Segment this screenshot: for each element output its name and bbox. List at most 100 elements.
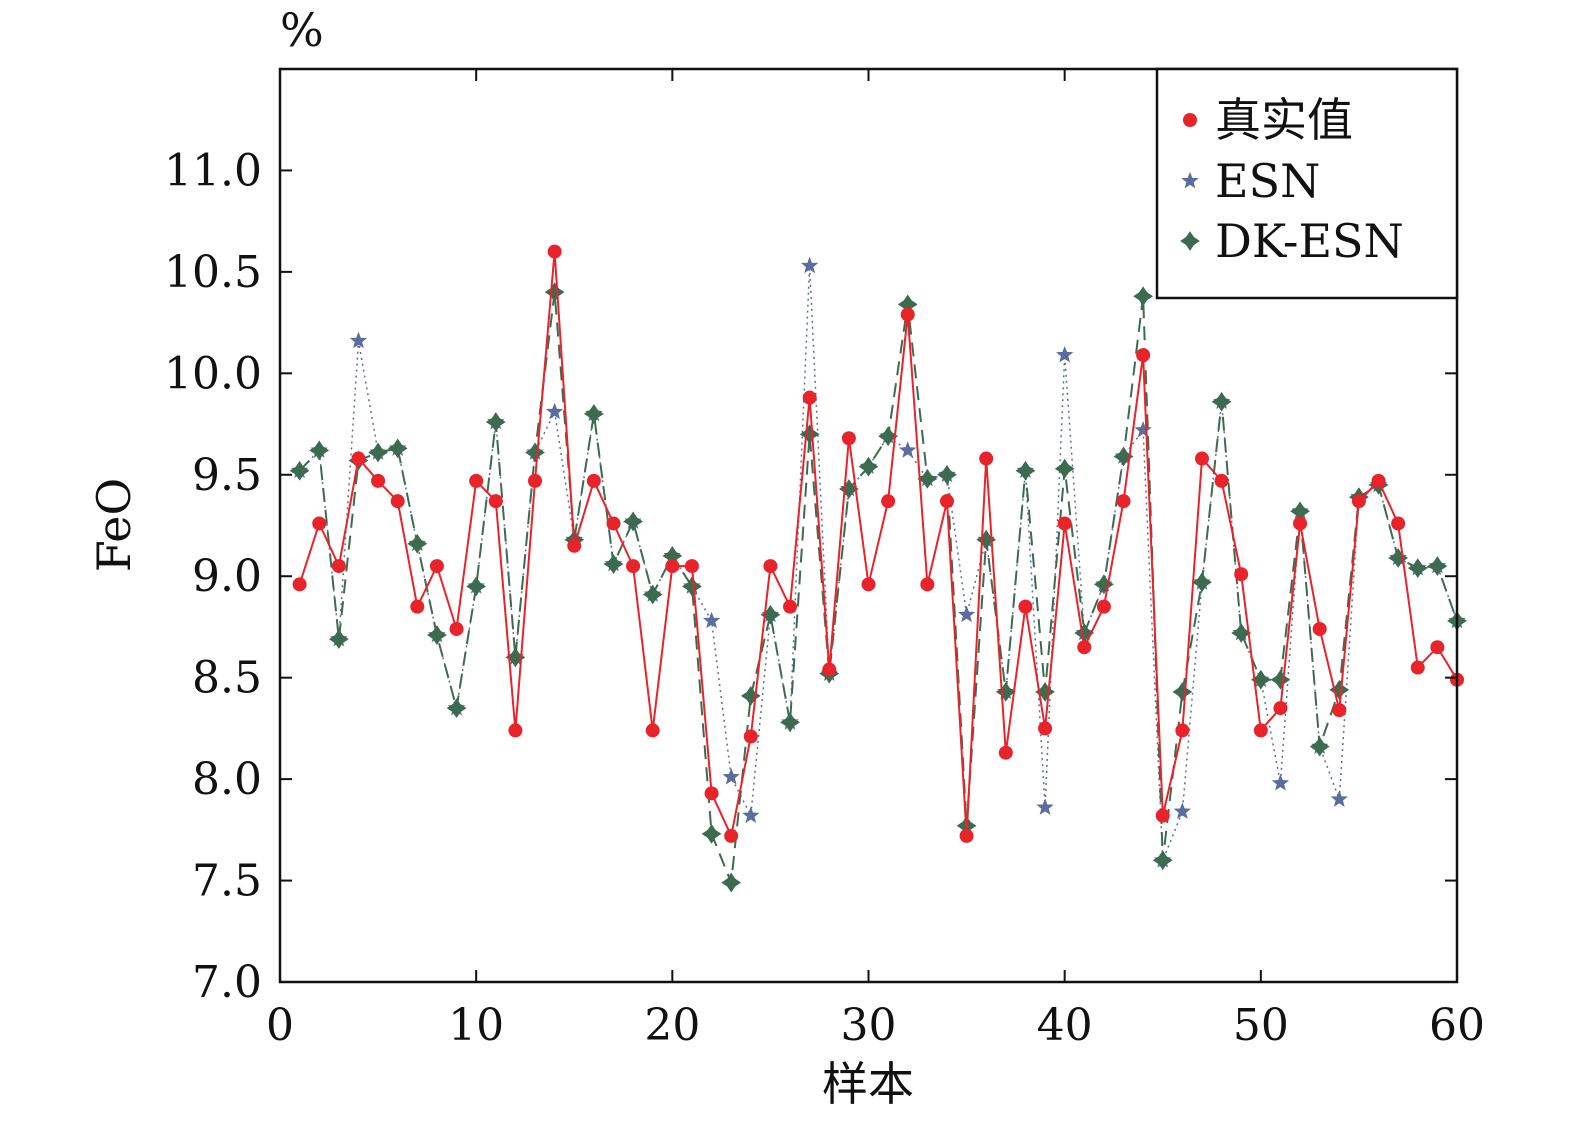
diamond-mark (1270, 673, 1291, 687)
diamond-mark (701, 827, 722, 841)
diamond-mark (858, 460, 879, 474)
diamond-mark (328, 632, 349, 646)
data-point (544, 282, 565, 303)
data-point (1214, 473, 1229, 488)
data-point (488, 494, 503, 509)
data-point (1136, 348, 1151, 363)
data-point (603, 554, 624, 574)
y-tick-label: 7.5 (192, 856, 262, 907)
diamond-mark (1180, 234, 1200, 248)
data-point (547, 244, 562, 259)
data-point (371, 473, 386, 488)
data-point (917, 468, 938, 489)
y-tick-label: 9.5 (192, 450, 262, 501)
data-point (721, 872, 742, 893)
data-point (957, 605, 976, 623)
data-point (1015, 460, 1036, 481)
data-point (1293, 516, 1308, 531)
y-tick-label: 7.0 (192, 957, 262, 1008)
diamond-mark (1309, 740, 1330, 754)
data-point (309, 440, 330, 461)
diamond-mark (1054, 462, 1075, 476)
diamond-mark (1192, 575, 1212, 589)
data-point (1113, 446, 1134, 467)
y-tick-label: 11.0 (164, 145, 262, 196)
data-point (508, 723, 523, 738)
legend-label: DK-ESN (1215, 214, 1404, 268)
data-point (1211, 391, 1232, 412)
data-point (328, 629, 349, 650)
data-point (822, 662, 837, 677)
data-point (1430, 640, 1445, 655)
data-point (802, 390, 817, 405)
data-point (1133, 286, 1154, 307)
diamond-mark (1231, 626, 1252, 640)
data-point (1155, 808, 1170, 823)
x-tick-label: 40 (1037, 1000, 1093, 1051)
data-point (920, 577, 935, 592)
diamond-mark (740, 689, 761, 703)
diamond-mark (525, 445, 545, 460)
data-point (583, 404, 604, 424)
data-point (1271, 774, 1290, 791)
data-point (1054, 458, 1075, 479)
data-point (349, 331, 368, 349)
data-point (724, 828, 739, 843)
data-point (998, 745, 1013, 760)
data-point (937, 464, 957, 485)
data-point (545, 402, 564, 420)
data-point (780, 712, 800, 733)
data-point (899, 441, 917, 458)
y-tick-label: 8.0 (192, 754, 262, 805)
data-point (466, 576, 487, 597)
diamond-mark (466, 579, 487, 593)
data-point (1309, 736, 1330, 757)
data-point (763, 559, 778, 574)
data-point (665, 559, 680, 574)
data-point (289, 460, 310, 481)
x-tick-label: 10 (448, 1000, 504, 1051)
diamond-mark (1172, 685, 1193, 699)
data-point (704, 786, 719, 801)
data-point (1173, 802, 1192, 819)
data-point (351, 451, 366, 466)
x-axis-title: 样本 (822, 1057, 914, 1111)
data-point (1038, 721, 1053, 736)
data-point (1077, 640, 1092, 655)
diamond-mark (309, 443, 330, 458)
data-point (1194, 451, 1209, 466)
y-tick-label: 10.5 (164, 247, 262, 298)
data-point (1096, 599, 1111, 614)
data-point (469, 473, 484, 488)
data-point (783, 599, 798, 614)
diamond-mark (937, 468, 957, 482)
legend-marker (1180, 231, 1200, 251)
series-line (299, 265, 1458, 861)
diamond-mark (780, 715, 800, 729)
diamond-mark (368, 445, 388, 460)
data-point (449, 621, 464, 636)
diamond-mark (642, 587, 663, 602)
data-point (1116, 494, 1131, 509)
data-point (682, 576, 702, 597)
data-point (1175, 723, 1190, 738)
diamond-mark (485, 415, 506, 429)
data-point (485, 412, 506, 432)
data-point (959, 828, 974, 843)
data-point (1253, 723, 1268, 738)
data-point (702, 611, 721, 629)
series-actual (292, 244, 1464, 843)
diamond-mark (1388, 551, 1409, 565)
x-tick-label: 50 (1233, 1000, 1289, 1051)
data-point (1273, 701, 1288, 716)
data-point (645, 723, 660, 738)
plot-content (289, 244, 1467, 893)
unit-label: % (280, 3, 324, 57)
data-point (606, 516, 621, 531)
data-point (1371, 473, 1386, 488)
x-tick-label: 20 (644, 1000, 700, 1051)
data-point (446, 698, 467, 719)
y-axis-title: FeO (87, 478, 141, 572)
series-esn (290, 256, 1466, 868)
